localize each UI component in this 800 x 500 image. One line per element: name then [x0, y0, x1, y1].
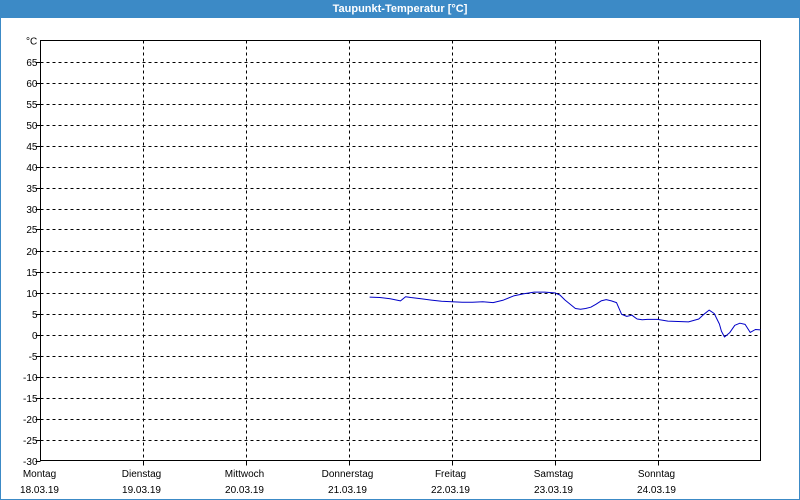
- y-tick-label: 10: [26, 289, 38, 300]
- y-tick-label: 40: [26, 163, 38, 174]
- y-tick-label: 30: [26, 205, 38, 216]
- y-tick-label: -30: [23, 457, 38, 468]
- x-tick-day: Samstag: [534, 469, 573, 480]
- plot-area-frame: [40, 40, 761, 461]
- x-tick-date: 19.03.19: [122, 485, 161, 496]
- y-tick-label: 55: [26, 100, 38, 111]
- x-tick-day: Sonntag: [638, 469, 675, 480]
- y-tick-label: 35: [26, 184, 38, 195]
- y-tick-label: 15: [26, 268, 38, 279]
- y-tick-label: 45: [26, 142, 38, 153]
- series-group: [369, 291, 761, 338]
- x-tick-day: Dienstag: [122, 469, 161, 480]
- y-tick-label: 50: [26, 121, 38, 132]
- y-tick-label: 65: [26, 58, 38, 69]
- y-tick-label: -20: [23, 415, 38, 426]
- x-tick-day: Donnerstag: [322, 469, 374, 480]
- y-axis-ticks: 65605550454035302520151050-5-10-15-20-25…: [23, 58, 41, 468]
- y-tick-label: -15: [23, 394, 38, 405]
- x-tick-day: Freitag: [435, 469, 466, 480]
- x-tick-day: Montag: [23, 469, 56, 480]
- x-axis-ticks: Montag 18.03.19 Dienstag 19.03.19 Mittwoch 20…: [20, 460, 676, 496]
- y-tick-label: -10: [23, 373, 38, 384]
- grid-lines: [40, 40, 761, 461]
- y-tick-label: -25: [23, 436, 38, 447]
- y-tick-label: 60: [26, 79, 38, 90]
- x-tick-day: Mittwoch: [225, 469, 264, 480]
- y-tick-label: 0: [32, 331, 38, 342]
- x-tick-date: 24.03.19: [637, 485, 676, 496]
- dewpoint-series-line: [369, 291, 761, 338]
- x-tick-date: 21.03.19: [328, 485, 367, 496]
- y-tick-label: -5: [29, 352, 38, 363]
- y-tick-label: 5: [32, 310, 38, 321]
- y-tick-label: 20: [26, 247, 38, 258]
- y-tick-label: 25: [26, 225, 38, 236]
- x-tick-date: 20.03.19: [225, 485, 264, 496]
- x-tick-date: 18.03.19: [20, 485, 59, 496]
- x-tick-date: 22.03.19: [431, 485, 470, 496]
- window-title: Taupunkt-Temperatur [°C]: [1, 1, 799, 18]
- x-tick-date: 23.03.19: [534, 485, 573, 496]
- y-axis-label: °C: [26, 37, 37, 48]
